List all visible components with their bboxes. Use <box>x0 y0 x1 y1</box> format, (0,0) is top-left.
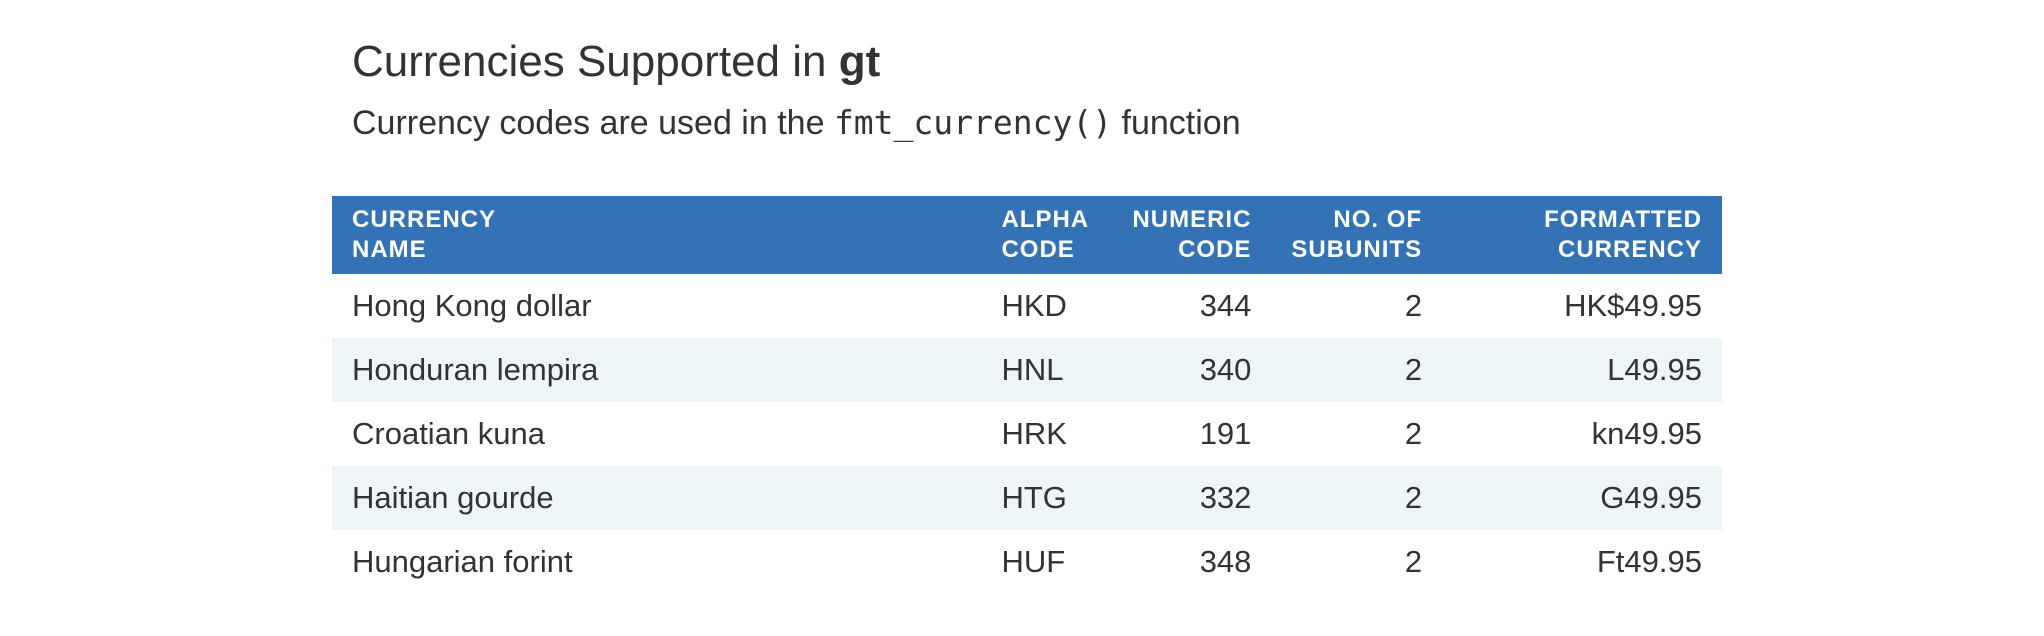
column-header-subunits: NO. OF SUBUNITS <box>1291 206 1423 263</box>
column-header-alpha-code: ALPHA CODE <box>1001 206 1090 263</box>
cell-currency-name: Hong Kong dollar <box>352 288 592 323</box>
cell-currency-name: Haitian gourde <box>352 480 554 515</box>
cell-alpha-code: HRK <box>1001 416 1067 451</box>
column-header-formatted-currency: FORMATTED CURRENCY <box>1544 206 1702 263</box>
subtitle-code: fmt_currency() <box>833 103 1113 142</box>
column-header-currency-name: CURRENCY NAME <box>352 206 497 263</box>
cell-subunits: 2 <box>1404 352 1423 387</box>
cell-subunits: 2 <box>1404 480 1423 515</box>
cell-numeric-code: 332 <box>1199 480 1252 515</box>
cell-numeric-code: 191 <box>1199 416 1252 451</box>
cell-alpha-code: HTG <box>1001 480 1067 515</box>
cell-alpha-code: HUF <box>1001 544 1066 579</box>
subtitle-prefix: Currency codes are used in the <box>352 104 834 142</box>
cell-alpha-code: HNL <box>1001 352 1064 387</box>
cell-formatted-currency: L49.95 <box>1607 352 1702 387</box>
title-prefix: Currencies Supported in <box>352 37 839 86</box>
cell-formatted-currency: kn49.95 <box>1591 416 1702 451</box>
cell-numeric-code: 344 <box>1199 288 1252 323</box>
subtitle-suffix: function <box>1112 104 1241 142</box>
cell-formatted-currency: HK$49.95 <box>1564 288 1702 323</box>
cell-currency-name: Honduran lempira <box>352 352 599 387</box>
table-body: Hong Kong dollar HKD 344 2 HK$49.95 Hond… <box>332 274 1722 594</box>
column-header-numeric-code: NUMERIC CODE <box>1132 206 1252 263</box>
header-row: CURRENCY NAME ALPHA CODE NUMERIC CODE NO… <box>332 196 1722 274</box>
cell-formatted-currency: Ft49.95 <box>1596 544 1702 579</box>
page-subtitle: Currency codes are used in the fmt_curre… <box>352 100 1241 146</box>
table-row: Honduran lempira HNL 340 2 L49.95 <box>332 338 1722 402</box>
cell-numeric-code: 340 <box>1199 352 1252 387</box>
title-bold: gt <box>838 37 881 86</box>
cell-currency-name: Croatian kuna <box>352 416 546 451</box>
table-header: CURRENCY NAME ALPHA CODE NUMERIC CODE NO… <box>332 196 1722 274</box>
cell-subunits: 2 <box>1404 288 1423 323</box>
table-row: Hong Kong dollar HKD 344 2 HK$49.95 <box>332 274 1722 338</box>
currency-table: CURRENCY NAME ALPHA CODE NUMERIC CODE NO… <box>332 196 1722 594</box>
cell-currency-name: Hungarian forint <box>352 544 573 579</box>
page-title: Currencies Supported in gt <box>352 34 880 90</box>
table-row: Hungarian forint HUF 348 2 Ft49.95 <box>332 530 1722 594</box>
table-row: Haitian gourde HTG 332 2 G49.95 <box>332 466 1722 530</box>
table-row: Croatian kuna HRK 191 2 kn49.95 <box>332 402 1722 466</box>
cell-numeric-code: 348 <box>1199 544 1252 579</box>
cell-formatted-currency: G49.95 <box>1600 480 1702 515</box>
cell-subunits: 2 <box>1404 544 1423 579</box>
cell-alpha-code: HKD <box>1001 288 1067 323</box>
cell-subunits: 2 <box>1404 416 1423 451</box>
